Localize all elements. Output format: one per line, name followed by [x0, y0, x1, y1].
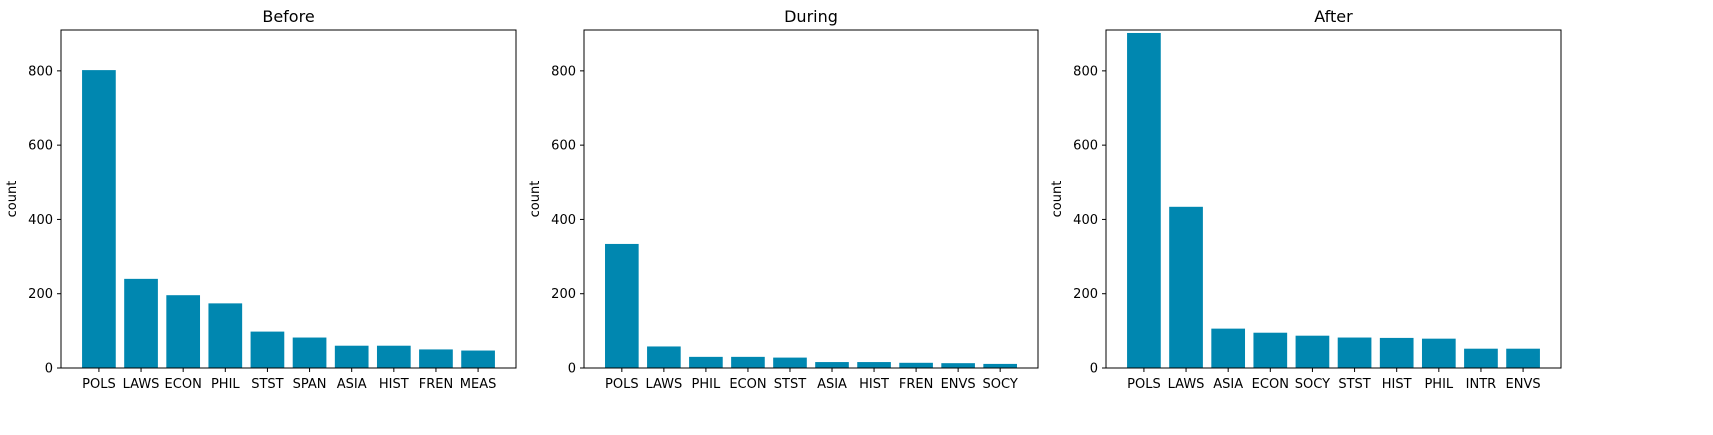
chart-1-ytick-label: 0	[568, 362, 576, 377]
chart-0-xtick-label: HIST	[379, 377, 409, 392]
chart-2-bar-asia	[1211, 328, 1246, 368]
chart-2-bar-socy	[1295, 335, 1330, 368]
chart-2-ytick-label: 200	[1073, 287, 1098, 302]
chart-2-xtick-label: ENVS	[1506, 377, 1541, 392]
chart-1-bar-hist	[857, 362, 891, 368]
chart-1-xtick-label: FREN	[899, 377, 933, 392]
chart-2-xtick-label: ASIA	[1213, 377, 1243, 392]
chart-0-ytick-label: 800	[28, 64, 53, 79]
chart-2-xtick-label: STST	[1338, 377, 1370, 392]
chart-2-ylabel: count	[1050, 181, 1065, 218]
chart-2-plot-frame	[1105, 29, 1562, 369]
chart-2-bar-phil	[1421, 338, 1456, 368]
chart-1-ytick-label: 400	[551, 213, 576, 228]
chart-1-ytick-label: 800	[551, 64, 576, 79]
chart-0-bar-phil	[208, 303, 243, 368]
chart-2-bar-intr	[1464, 348, 1498, 368]
chart-1-ylabel: count	[528, 181, 543, 218]
chart-0-xtick-label: STST	[251, 377, 283, 392]
chart-0-xtick-label: ECON	[165, 377, 202, 392]
chart-2-xtick-label: LAWS	[1168, 377, 1205, 392]
chart-1-bar-socy	[983, 363, 1017, 368]
chart-0-bar-span	[292, 337, 327, 368]
chart-1-xtick-label: STST	[774, 377, 806, 392]
chart-0-xtick-label: MEAS	[460, 377, 497, 392]
chart-2-bar-laws	[1169, 206, 1203, 368]
chart-0-bar-econ	[166, 295, 201, 368]
chart-0-title: Before	[262, 7, 314, 26]
chart-0-xtick-label: SPAN	[293, 377, 327, 392]
chart-2-xtick-label: SOCY	[1295, 377, 1330, 392]
chart-1-xtick-label: ECON	[729, 377, 766, 392]
chart-2-ytick-label: 0	[1090, 362, 1098, 377]
chart-0-bar-asia	[334, 345, 369, 368]
chart-2-xtick-label: HIST	[1382, 377, 1412, 392]
chart-1-bar-envs	[941, 363, 975, 368]
chart-0-xtick-label: FREN	[419, 377, 453, 392]
chart-0-xtick-label: LAWS	[123, 377, 160, 392]
chart-2-xtick-label: INTR	[1466, 377, 1497, 392]
chart-2-ytick-label: 600	[1073, 139, 1098, 154]
chart-1-bar-fren	[899, 362, 933, 368]
chart-2-xtick-label: ECON	[1252, 377, 1289, 392]
chart-0-bar-stst	[250, 331, 285, 368]
chart-0-ytick-label: 200	[28, 287, 53, 302]
chart-0-bar-pols	[82, 70, 116, 369]
chart-0-plot-frame	[60, 29, 517, 369]
chart-1-ytick-label: 600	[551, 139, 576, 154]
chart-0-ytick-label: 600	[28, 139, 53, 154]
chart-2-bar-stst	[1337, 337, 1372, 368]
chart-1-bar-asia	[815, 362, 849, 368]
chart-0-ytick-label: 0	[45, 362, 53, 377]
chart-0-bar-meas	[461, 350, 495, 368]
chart-0-ylabel: count	[5, 181, 20, 218]
chart-1-xtick-label: SOCY	[983, 377, 1018, 392]
chart-1-xtick-label: POLS	[605, 377, 639, 392]
chart-1-ytick-label: 200	[551, 287, 576, 302]
chart-2-title: After	[1314, 7, 1353, 26]
chart-1-bar-econ	[731, 356, 765, 368]
chart-1-bar-laws	[647, 346, 681, 368]
chart-1-plot-frame	[583, 29, 1039, 369]
chart-1-title: During	[784, 7, 838, 26]
chart-0-ytick-label: 400	[28, 213, 53, 228]
chart-1-xtick-label: LAWS	[645, 377, 682, 392]
chart-1-xtick-label: PHIL	[692, 377, 721, 392]
chart-0-bar-fren	[419, 349, 453, 368]
chart-1-xtick-label: ENVS	[941, 377, 976, 392]
chart-0-bar-hist	[376, 345, 411, 368]
chart-0-xtick-label: PHIL	[211, 377, 240, 392]
chart-0-xtick-label: ASIA	[337, 377, 367, 392]
chart-2-xtick-label: PHIL	[1424, 377, 1453, 392]
chart-2-ytick-label: 800	[1073, 64, 1098, 79]
chart-1-bar-phil	[689, 356, 723, 368]
chart-2-bar-hist	[1379, 337, 1414, 368]
chart-2-ytick-label: 400	[1073, 213, 1098, 228]
chart-2-bar-pols	[1127, 32, 1161, 368]
chart-1-bar-stst	[773, 357, 807, 368]
chart-1-xtick-label: HIST	[859, 377, 889, 392]
chart-1-xtick-label: ASIA	[817, 377, 847, 392]
chart-0-xtick-label: POLS	[82, 377, 116, 392]
chart-2-bar-econ	[1253, 332, 1288, 368]
chart-0-bar-laws	[124, 278, 158, 368]
chart-2-bar-envs	[1506, 348, 1540, 368]
chart-1-bar-pols	[605, 243, 639, 368]
chart-2-xtick-label: POLS	[1127, 377, 1161, 392]
